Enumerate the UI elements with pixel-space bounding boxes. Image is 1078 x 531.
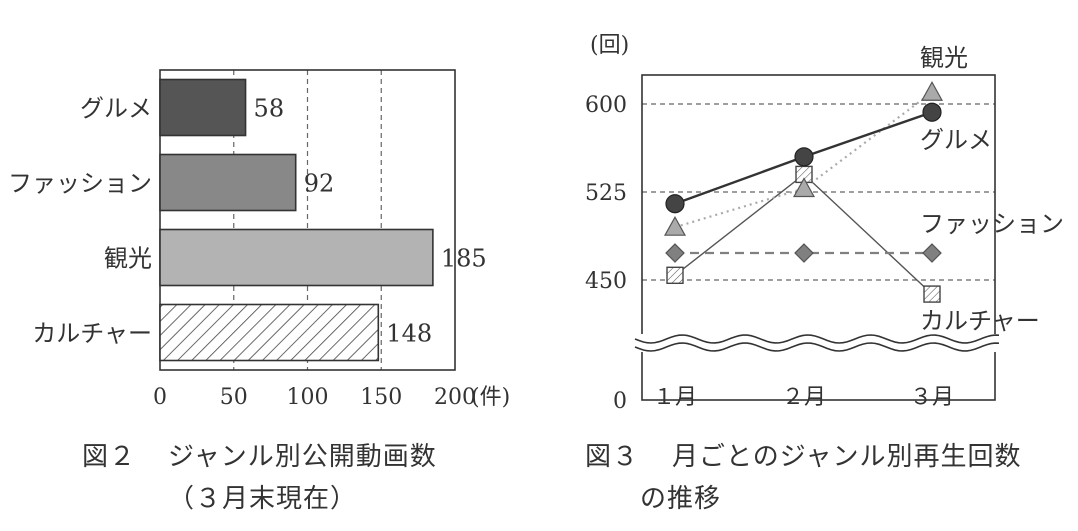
data-point <box>663 215 687 236</box>
series-label: グルメ <box>920 126 992 154</box>
plot-frame <box>159 69 456 371</box>
category-label: グルメ <box>80 95 152 123</box>
figure3-caption: 月ごとのジャンル別再生回数 <box>672 442 1022 472</box>
data-point <box>923 285 941 303</box>
bar-value-label: 92 <box>304 170 335 198</box>
x-tick-label: 200 <box>434 385 476 410</box>
x-tick-label: 150 <box>360 385 402 410</box>
data-point <box>666 266 684 285</box>
figure3-caption-cont: の推移 <box>640 484 722 514</box>
bar <box>159 78 247 137</box>
bar-value-label: 185 <box>441 245 487 273</box>
y-tick-label: 525 <box>585 181 627 206</box>
data-point <box>665 243 685 263</box>
data-point <box>794 243 814 263</box>
figure2-caption-note: （３月末現在） <box>168 484 358 514</box>
x-tick-label: 50 <box>220 385 248 410</box>
category-label: ファッション <box>8 170 152 198</box>
series-line <box>674 91 933 229</box>
data-point <box>794 147 814 167</box>
y-tick-label: 0 <box>613 389 627 414</box>
x-tick-label: 100 <box>287 385 329 410</box>
figure2-caption-number: 図２ <box>82 442 137 472</box>
bar <box>159 228 434 287</box>
figure3-caption-number: 図３ <box>585 442 640 472</box>
series-label: ファッション <box>920 210 1064 238</box>
x-tick-label: ３月 <box>910 385 954 410</box>
y-tick-label: 600 <box>585 93 627 118</box>
series-label: 観光 <box>920 44 968 72</box>
category-label: 観光 <box>104 245 152 273</box>
axis-break-line <box>634 342 1000 352</box>
x-tick-label: １月 <box>653 385 697 410</box>
data-point <box>665 194 685 214</box>
bar <box>159 303 380 362</box>
data-point <box>922 102 942 122</box>
bar <box>159 153 297 212</box>
figure2-caption: ジャンル別公開動画数 <box>168 442 437 472</box>
data-point <box>920 81 944 101</box>
bar-value-label: 148 <box>386 320 432 348</box>
x-tick-label: 0 <box>153 385 167 410</box>
category-label: カルチャー <box>32 320 152 348</box>
y-tick-label: 450 <box>585 269 627 294</box>
data-point <box>922 243 942 263</box>
bar-value-label: 58 <box>254 95 285 123</box>
plot-frame <box>641 74 996 401</box>
axis-break-line <box>634 334 1000 344</box>
data-point <box>792 177 816 198</box>
y-unit-label: (回) <box>590 33 629 58</box>
x-tick-label: ２月 <box>782 385 826 410</box>
series-label: カルチャー <box>920 307 1040 335</box>
bar-chart: 58 グルメ 92 ファッション 185 観光 148 カルチャー 0 50 100 150 200(件… <box>8 69 510 410</box>
x-unit-label: (件) <box>471 385 510 410</box>
